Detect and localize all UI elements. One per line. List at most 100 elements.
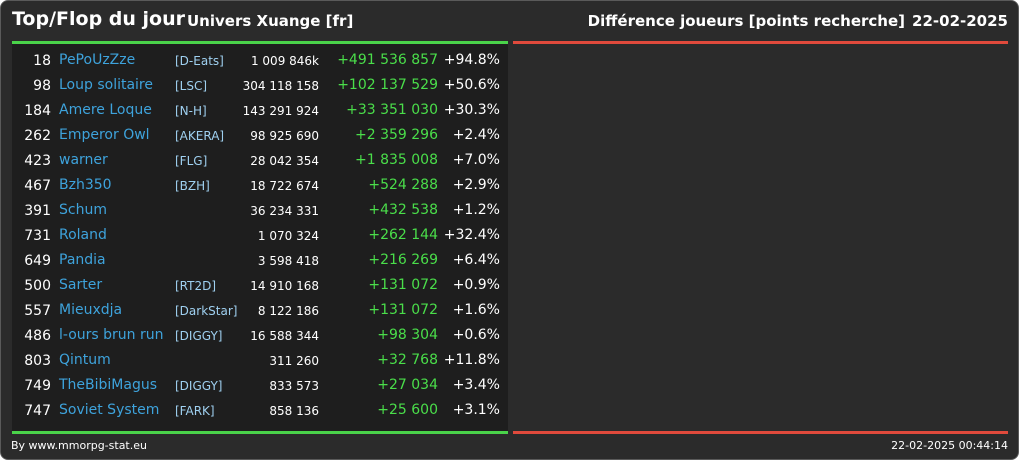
points-difference: +33 351 030 [346,102,438,118]
player-rank: 731 [24,228,51,244]
table-row: 749 TheBibiMagus [DIGGY] 833 573 +27 034 +3.4… [12,374,508,399]
player-points: 8 122 186 [257,304,319,318]
player-points: 1 009 846k [250,54,319,68]
player-rank: 486 [24,328,51,344]
table-row: 184 Amere Loque [N-H] 143 291 924 +33 351 03… [12,99,508,124]
alliance-tag-link[interactable]: [FARK] [175,404,215,418]
percent-change: +2.9% [452,177,500,193]
player-points: 833 573 [269,379,319,393]
alliance-tag-link[interactable]: [RT2D] [175,279,217,293]
table-row: 731 Roland 1 070 324 +262 144 +32.4% [12,224,508,249]
player-name-link[interactable]: Sarter [59,277,103,293]
player-points: 143 291 924 [242,104,319,118]
points-difference: +432 538 [368,202,438,218]
table-row: 486 l-ours brun run [DIGGY] 16 588 344 +98 3… [12,324,508,349]
generated-timestamp: 22-02-2025 00:44:14 [891,439,1008,452]
player-name-link[interactable]: Mieuxdja [59,302,123,318]
table-row: 391 Schum 36 234 331 +432 538 +1.2% [12,199,508,224]
player-rank: 649 [24,253,51,269]
player-points: 14 910 168 [250,279,319,293]
alliance-tag-link[interactable]: [DIGGY] [175,329,223,343]
player-name-link[interactable]: Soviet System [59,402,160,418]
player-points: 18 722 674 [250,179,319,193]
player-points: 36 234 331 [250,204,319,218]
player-rank: 391 [24,203,51,219]
alliance-tag-link[interactable]: [AKERA] [175,129,225,143]
alliance-tag-link[interactable]: [BZH] [175,179,210,193]
player-rank: 467 [24,178,51,194]
player-name-link[interactable]: Roland [59,227,107,243]
player-rank: 749 [24,378,51,394]
player-points: 3 598 418 [257,254,319,268]
percent-change: +3.4% [452,377,500,393]
header-date: 22-02-2025 [912,12,1008,30]
table-row: 803 Qintum 311 260 +32 768 +11.8% [12,349,508,374]
table-row: 423 warner [FLG] 28 042 354 +1 835 008 +7.0% [12,149,508,174]
table-row: 557 Mieuxdja [DarkStar] 8 122 186 +131 072 +1… [12,299,508,324]
table-row: 467 Bzh350 [BZH] 18 722 674 +524 288 +2.9% [12,174,508,199]
points-difference: +32 768 [377,352,438,368]
site-credit: By www.mmorpg-stat.eu [11,439,147,452]
player-rank: 98 [33,78,51,94]
metric-label: Différence joueurs [points recherche] [587,12,905,30]
alliance-tag-link[interactable]: [N-H] [175,104,207,118]
percent-change: +0.9% [452,277,500,293]
player-rank: 184 [24,103,51,119]
percent-change: +0.6% [452,327,500,343]
percent-change: +1.2% [452,202,500,218]
player-name-link[interactable]: Schum [59,202,107,218]
header: Top/Flop du jour Univers Xuange [fr] Dif… [1,1,1018,41]
table-row: 649 Pandia 3 598 418 +216 269 +6.4% [12,249,508,274]
universe-label: Univers Xuange [fr] [187,12,354,30]
percent-change: +2.4% [452,127,500,143]
player-points: 16 588 344 [250,329,319,343]
player-rank: 747 [24,403,51,419]
points-difference: +216 269 [368,252,438,268]
player-name-link[interactable]: PePoUzZze [59,52,136,68]
player-points: 98 925 690 [250,129,319,143]
bottom-divider-green [12,431,508,434]
percent-change: +30.3% [443,102,500,118]
alliance-tag-link[interactable]: [DarkStar] [175,304,238,318]
player-name-link[interactable]: Bzh350 [59,177,112,193]
player-name-link[interactable]: Loup solitaire [59,77,153,93]
alliance-tag-link[interactable]: [FLG] [175,154,208,168]
points-difference: +131 072 [368,302,438,318]
alliance-tag-link[interactable]: [DIGGY] [175,379,223,393]
player-name-link[interactable]: Emperor Owl [59,127,150,143]
alliance-tag-link[interactable]: [LSC] [175,79,208,93]
player-rank: 803 [24,353,51,369]
top-divider-red [513,41,1008,44]
flop-panel [513,44,1008,431]
bottom-divider-red [513,431,1008,434]
top-gainers-panel: 18 PePoUzZze [D-Eats] 1 009 846k +491 536 85… [12,44,508,431]
percent-change: +32.4% [443,227,500,243]
points-difference: +524 288 [368,177,438,193]
points-difference: +98 304 [377,327,438,343]
table-row: 262 Emperor Owl [AKERA] 98 925 690 +2 359 29… [12,124,508,149]
table-row: 500 Sarter [RT2D] 14 910 168 +131 072 +0.9% [12,274,508,299]
player-name-link[interactable]: warner [59,152,108,168]
points-difference: +25 600 [377,402,438,418]
player-name-link[interactable]: Pandia [59,252,106,268]
player-name-link[interactable]: l-ours brun run [59,327,164,343]
player-name-link[interactable]: Qintum [59,352,111,368]
top-divider-green [12,41,508,44]
table-row: 18 PePoUzZze [D-Eats] 1 009 846k +491 536 85… [12,49,508,74]
percent-change: +1.6% [452,302,500,318]
points-difference: +1 835 008 [355,152,438,168]
player-name-link[interactable]: Amere Loque [59,102,152,118]
player-points: 28 042 354 [250,154,319,168]
percent-change: +3.1% [452,402,500,418]
points-difference: +102 137 529 [337,77,438,93]
percent-change: +11.8% [443,352,500,368]
points-difference: +27 034 [377,377,438,393]
percent-change: +6.4% [452,252,500,268]
top-gainers-list: 18 PePoUzZze [D-Eats] 1 009 846k +491 536 85… [12,49,508,424]
player-name-link[interactable]: TheBibiMagus [59,377,158,393]
alliance-tag-link[interactable]: [D-Eats] [175,54,224,68]
player-points: 304 118 158 [242,79,319,93]
points-difference: +2 359 296 [355,127,438,143]
player-points: 858 136 [269,404,319,418]
player-rank: 557 [24,303,51,319]
